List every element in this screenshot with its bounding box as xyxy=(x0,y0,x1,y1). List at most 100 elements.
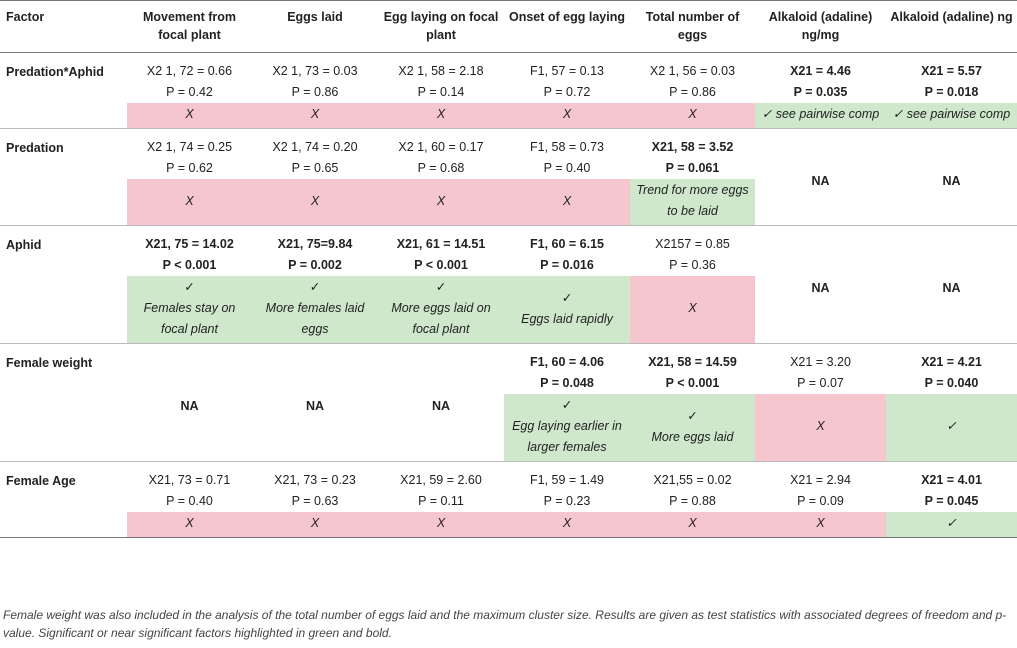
group-aphid: Aphid X21, 75 = 14.02 P < 0.001 X21, 75=9… xyxy=(0,226,1017,344)
stat-cell: X21 = 4.21 P = 0.040 xyxy=(886,344,1017,395)
result-cell: X xyxy=(378,103,504,129)
result-row: ✓ Females stay on focal plant ✓ More femal… xyxy=(0,276,1017,344)
result-cell: X xyxy=(504,179,630,226)
stat-value: X21 = 3.20 xyxy=(790,355,851,369)
stat-cell: F1, 57 = 0.13 P = 0.72 xyxy=(504,53,630,104)
result-cell: X xyxy=(630,276,755,344)
stat-value: X2 1, 74 = 0.25 xyxy=(146,140,233,154)
result-note: Eggs laid rapidly xyxy=(521,311,613,326)
group-predation-aphid: Predation*Aphid X2 1, 72 = 0.66 P = 0.42 … xyxy=(0,53,1017,129)
stat-value: X21, 61 = 14.51 xyxy=(396,237,486,251)
p-value: P = 0.045 xyxy=(924,494,979,508)
header-row: Factor Movement from focal plant Eggs la… xyxy=(0,0,1017,53)
stat-value: X21 = 4.21 xyxy=(921,355,982,369)
p-value: P < 0.001 xyxy=(665,376,720,390)
p-value: P = 0.002 xyxy=(288,258,342,272)
header-egg-laying-focal: Egg laying on focal plant xyxy=(383,10,499,42)
header-eggs-laid: Eggs laid xyxy=(287,10,343,24)
header-alkaloid-ngmg: Alkaloid (adaline) ng/mg xyxy=(768,10,873,42)
stat-cell: X21 = 5.57 P = 0.018 xyxy=(886,53,1017,104)
stat-cell: F1, 60 = 4.06 P = 0.048 xyxy=(504,344,630,395)
result-note: Egg laying earlier in larger females xyxy=(512,419,622,454)
p-value: P = 0.42 xyxy=(166,85,213,99)
stat-cell: X21, 59 = 2.60 P = 0.11 xyxy=(378,462,504,513)
result-cell: X xyxy=(755,512,886,538)
group-predation: Predation X2 1, 74 = 0.25 P = 0.62 X2 1, … xyxy=(0,129,1017,226)
stat-value: X21 = 2.94 xyxy=(790,473,851,487)
result-cell: ✓ xyxy=(886,394,1017,462)
na-cell: NA xyxy=(431,399,451,413)
stat-cell: X2 1, 73 = 0.03 P = 0.86 xyxy=(252,53,378,104)
factor-label: Predation xyxy=(6,141,64,155)
result-cell: X xyxy=(755,394,886,462)
header-alkaloid-ng: Alkaloid (adaline) ng xyxy=(890,10,1013,24)
stat-cell: X21, 73 = 0.71 P = 0.40 xyxy=(127,462,252,513)
stat-value: F1, 58 = 0.73 xyxy=(529,140,604,154)
result-row: X X X X Trend for more eggs to be laid xyxy=(0,179,1017,226)
result-cell: X xyxy=(504,512,630,538)
result-cell: X xyxy=(127,103,252,129)
stat-cell: X21, 73 = 0.23 P = 0.63 xyxy=(252,462,378,513)
na-cell: NA xyxy=(942,281,961,295)
result-cell: Trend for more eggs to be laid xyxy=(630,179,755,226)
result-cell: ✓ More females laid eggs xyxy=(252,276,378,344)
stat-value: X21, 75=9.84 xyxy=(277,237,353,251)
p-value: P = 0.65 xyxy=(291,161,339,175)
p-value: P = 0.40 xyxy=(543,161,591,175)
stat-cell: X2 1, 60 = 0.17 P = 0.68 xyxy=(378,129,504,180)
stat-cell: X21, 61 = 14.51 P < 0.001 xyxy=(378,226,504,277)
stat-cell: X2 1, 58 = 2.18 P = 0.14 xyxy=(378,53,504,104)
result-cell: X xyxy=(630,103,755,129)
stat-cell: X2 1, 74 = 0.25 P = 0.62 xyxy=(127,129,252,180)
check-icon: ✓ xyxy=(184,280,195,294)
p-value: P = 0.86 xyxy=(291,85,339,99)
check-icon: ✓ xyxy=(561,398,573,412)
result-cell: X xyxy=(378,512,504,538)
stat-cell: X21, 75=9.84 P = 0.002 xyxy=(252,226,378,277)
p-value: P = 0.86 xyxy=(669,85,716,99)
p-value: P = 0.035 xyxy=(793,85,848,99)
stats-row: Aphid X21, 75 = 14.02 P < 0.001 X21, 75=9… xyxy=(0,226,1017,295)
stat-value: F1, 60 = 4.06 xyxy=(529,355,604,369)
p-value: P = 0.88 xyxy=(669,494,716,508)
factor-label: Aphid xyxy=(6,238,42,252)
p-value: P = 0.68 xyxy=(417,161,465,175)
result-cell: X xyxy=(504,103,630,129)
stat-cell: X2157 = 0.85 P = 0.36 xyxy=(630,226,755,277)
p-value: P = 0.048 xyxy=(540,376,594,390)
stat-cell: X21 = 4.46 P = 0.035 xyxy=(755,53,886,104)
result-note: More eggs laid on focal plant xyxy=(391,301,491,336)
result-cell: X xyxy=(630,512,755,538)
result-cell: ✓ see pairwise comp xyxy=(886,103,1017,129)
result-cell: ✓ xyxy=(886,512,1017,538)
stat-cell: X21, 58 = 3.52 P = 0.061 xyxy=(630,129,755,180)
stat-value: X21, 75 = 14.02 xyxy=(145,237,234,251)
p-value: P = 0.63 xyxy=(291,494,339,508)
p-value: P = 0.018 xyxy=(924,85,979,99)
result-cell: ✓ Eggs laid rapidly xyxy=(504,276,630,344)
stat-value: X21,55 = 0.02 xyxy=(653,473,732,487)
stat-value: X21 = 4.01 xyxy=(921,473,982,487)
stat-value: X21, 58 = 14.59 xyxy=(648,355,737,369)
result-cell: X xyxy=(252,512,378,538)
header-movement: Movement from focal plant xyxy=(142,10,237,42)
result-cell: X xyxy=(252,103,378,129)
stat-value: X21, 59 = 2.60 xyxy=(400,473,482,487)
p-value: P = 0.11 xyxy=(418,494,464,508)
result-cell: X xyxy=(378,179,504,226)
p-value: P = 0.09 xyxy=(797,494,844,508)
result-cell: X xyxy=(127,512,252,538)
p-value: P = 0.23 xyxy=(543,494,591,508)
stat-cell: X2 1, 74 = 0.20 P = 0.65 xyxy=(252,129,378,180)
stat-cell: X21, 58 = 14.59 P < 0.001 xyxy=(630,344,755,395)
stats-row: Female Age X21, 73 = 0.71 P = 0.40 X21, 7… xyxy=(0,462,1017,513)
p-value: P = 0.061 xyxy=(665,161,720,175)
na-cell: NA xyxy=(180,399,199,413)
stat-cell: X21 = 2.94 P = 0.09 xyxy=(755,462,886,513)
p-value: P = 0.72 xyxy=(543,85,591,99)
result-cell: ✓ Egg laying earlier in larger females xyxy=(504,394,630,462)
stat-cell: X21, 75 = 14.02 P < 0.001 xyxy=(127,226,252,277)
stats-row: Predation*Aphid X2 1, 72 = 0.66 P = 0.42 … xyxy=(0,53,1017,104)
stat-value: F1, 59 = 1.49 xyxy=(529,473,604,487)
stat-value: X21, 73 = 0.71 xyxy=(148,473,231,487)
